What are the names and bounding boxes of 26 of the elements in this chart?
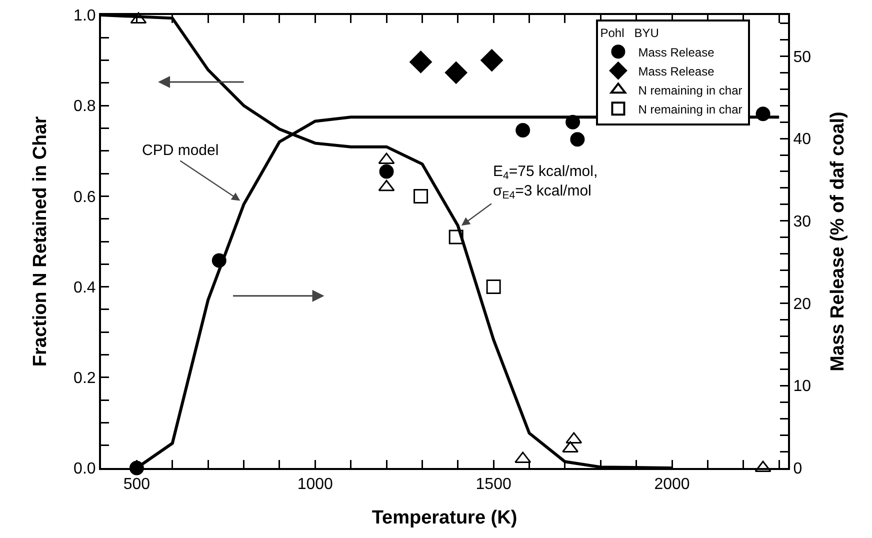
x-axis-title: Temperature (K) [372,508,518,528]
legend-label: Mass Release [638,45,715,60]
y-tick-label: 0.4 [74,279,96,296]
y-tick-label: 1.0 [74,8,96,25]
legend-label: N remaining in char [638,83,742,98]
x-tick-label: 500 [123,476,150,494]
y-tick-label: 0.0 [74,460,96,478]
y-tick-label: 0.2 [74,370,96,387]
y-tick-label: 0.6 [74,188,96,206]
legend-title: Pohl BYU [600,26,659,40]
y2-axis-title: Mass Release (% of daf coal) [827,112,848,372]
y2-tick-label: 30 [793,214,812,231]
legend-label: Mass Release [638,64,715,78]
x-tick-label: 1000 [297,476,334,494]
legend-label: N remaining in char [638,102,742,116]
x-tick-label: 2000 [654,476,690,494]
y2-tick-label: 20 [793,296,812,313]
annotation: CPD model [142,142,219,159]
x-tick-label: 1500 [476,476,512,494]
y2-tick-label: 40 [793,131,812,148]
annotation: E$_{4}$=75 kcal/mol, σ$_{E4}$=3 kcal/mol [493,163,598,202]
y2-tick-label: 10 [793,378,812,396]
y2-tick-label: 50 [793,48,812,66]
y2-tick-label: 0 [793,460,802,478]
y-axis-title: Fraction N Retained in Char [30,116,51,367]
y-tick-label: 0.8 [74,98,96,116]
